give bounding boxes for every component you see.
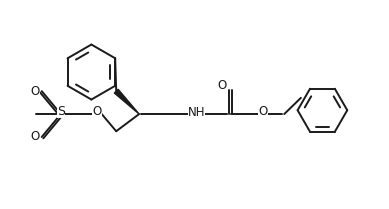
Text: S: S [57, 105, 65, 118]
Text: O: O [217, 79, 227, 92]
Text: O: O [93, 105, 102, 118]
Text: O: O [30, 130, 40, 143]
Text: O: O [259, 105, 268, 118]
Polygon shape [114, 89, 139, 114]
Text: O: O [30, 85, 40, 98]
Text: NH: NH [187, 106, 205, 119]
